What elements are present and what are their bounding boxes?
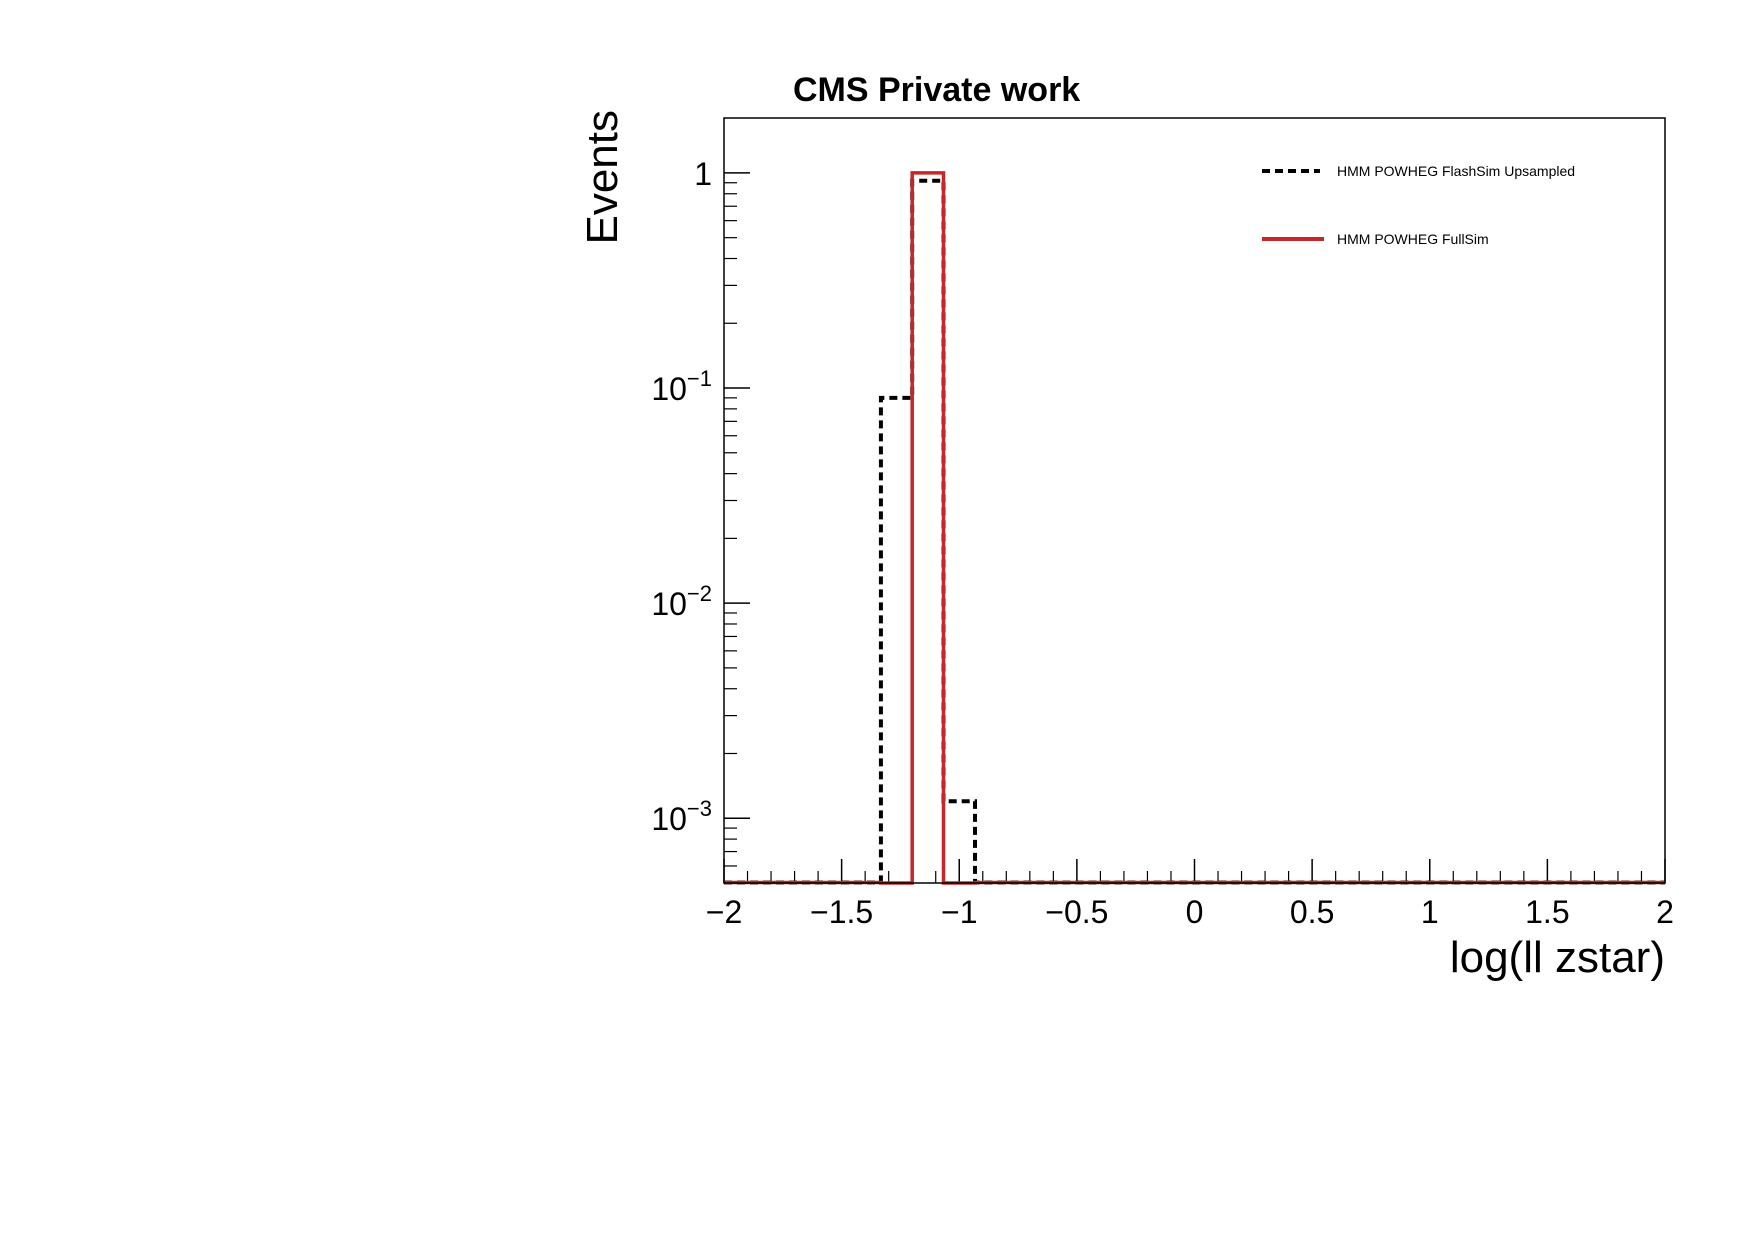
y-tick-label-base: 10 xyxy=(651,801,687,837)
x-tick-label: 1.5 xyxy=(1525,894,1569,930)
y-tick-label-exponent: −3 xyxy=(687,796,712,821)
series-layer xyxy=(724,171,1665,885)
x-tick-label: −0.5 xyxy=(1045,894,1108,930)
x-tick-label: −1 xyxy=(941,894,977,930)
plot-frame xyxy=(723,117,1666,884)
x-tick-label: −1.5 xyxy=(810,894,873,930)
y-tick-label-exponent: −1 xyxy=(687,366,712,391)
x-tick-label: 2 xyxy=(1656,894,1674,930)
chart-title: CMS Private work xyxy=(793,71,1080,109)
y-tick-label-base: 10 xyxy=(651,371,687,407)
y-tick-label: 10−2 xyxy=(651,581,712,622)
x-tick-label: 0 xyxy=(1186,894,1204,930)
legend-label-fullsim: HMM POWHEG FullSim xyxy=(1337,231,1489,247)
y-tick-label: 10−1 xyxy=(651,366,712,407)
x-tick-label: −2 xyxy=(706,894,742,930)
series-flashsim-upsampled xyxy=(724,178,1665,885)
legend: HMM POWHEG FlashSim Upsampled HMM POWHEG… xyxy=(1262,163,1575,247)
series-fullsim xyxy=(724,171,1665,885)
x-tick-label: 1 xyxy=(1421,894,1439,930)
x-tick-label: 0.5 xyxy=(1290,894,1334,930)
legend-label-flashsim: HMM POWHEG FlashSim Upsampled xyxy=(1337,163,1575,179)
y-axis-title: Events xyxy=(578,110,627,245)
y-tick-label: 1 xyxy=(694,156,712,192)
y-tick-label-base: 10 xyxy=(651,586,687,622)
y-tick-label: 10−3 xyxy=(651,796,712,837)
y-tick-label-base: 1 xyxy=(694,156,712,192)
x-axis-title: log(ll zstar) xyxy=(1450,933,1665,982)
y-tick-label-exponent: −2 xyxy=(687,581,712,606)
